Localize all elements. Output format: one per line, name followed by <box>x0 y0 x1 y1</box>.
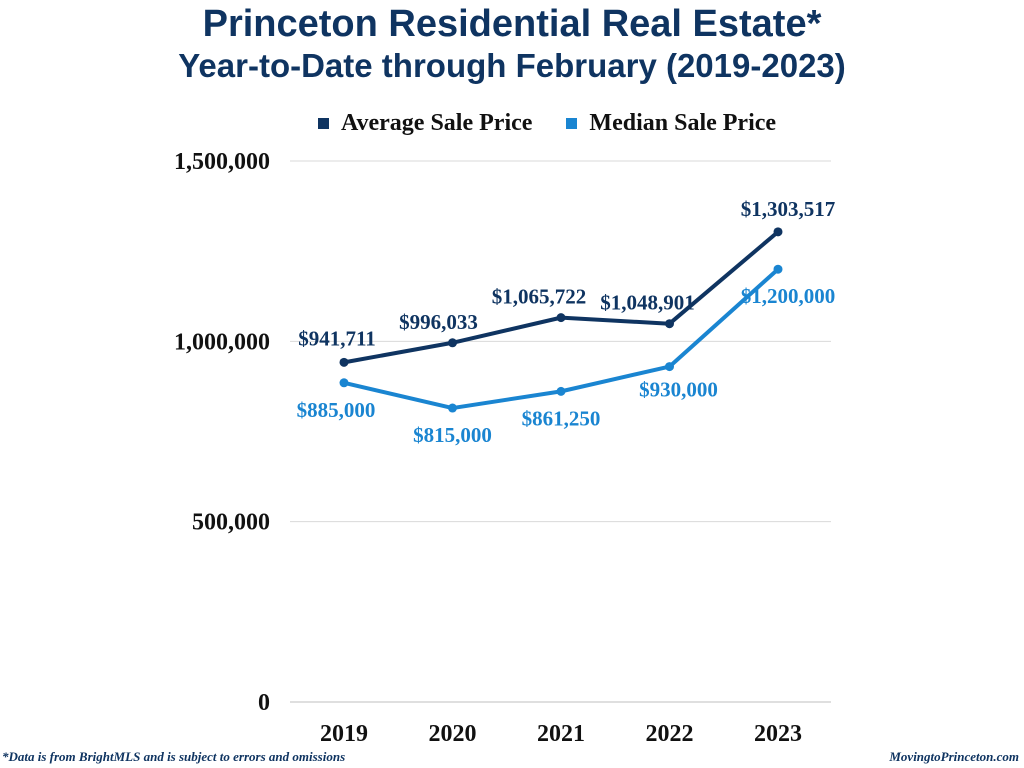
chart-title: Princeton Residential Real Estate* <box>202 3 822 45</box>
data-point <box>448 403 457 413</box>
data-label: $1,200,000 <box>741 284 836 308</box>
x-tick-label: 2022 <box>646 721 694 747</box>
data-label: $1,048,901 <box>600 291 695 315</box>
legend-label-median: Median Sale Price <box>589 110 777 136</box>
x-tick-label: 2019 <box>320 721 368 747</box>
data-label: $996,033 <box>399 310 478 334</box>
legend: Average Sale Price Median Sale Price <box>0 110 1024 137</box>
y-tick-label: 1,000,000 <box>174 329 270 355</box>
data-point <box>773 227 783 237</box>
data-labels: $941,711 $996,033 $1,065,722 $1,048,901 $1,3… <box>297 197 836 447</box>
data-label: $885,000 <box>297 398 376 422</box>
data-label: $1,303,517 <box>741 197 836 221</box>
y-tick-label: 1,500,000 <box>174 149 270 175</box>
data-point <box>448 338 457 348</box>
footnote: *Data is from BrightMLS and is subject t… <box>2 749 346 764</box>
data-label: $815,000 <box>413 423 492 447</box>
x-axis: 2019 2020 2021 2022 2023 <box>320 721 802 747</box>
y-tick-label: 0 <box>258 690 270 716</box>
gridlines <box>290 160 831 703</box>
x-tick-label: 2023 <box>754 721 802 747</box>
data-point <box>556 313 566 323</box>
legend-swatch-median <box>566 118 578 129</box>
x-tick-label: 2020 <box>429 721 477 747</box>
data-label: $861,250 <box>522 406 601 430</box>
series-lines <box>339 227 783 413</box>
x-tick-label: 2021 <box>537 721 585 747</box>
data-point <box>339 378 349 388</box>
data-point <box>665 362 674 372</box>
legend-swatch-average <box>317 118 329 129</box>
data-label: $941,711 <box>298 326 376 350</box>
data-point <box>339 357 349 367</box>
legend-item-median: Median Sale Price <box>566 110 776 137</box>
site-credit: MovingtoPrinceton.com <box>889 749 1019 764</box>
data-label: $930,000 <box>639 378 718 402</box>
chart-subtitle: Year-to-Date through February (2019-2023… <box>178 47 846 84</box>
legend-item-average: Average Sale Price <box>317 110 533 137</box>
y-axis: 0 500,000 1,000,000 1,500,000 <box>174 149 270 716</box>
data-point <box>773 264 783 274</box>
data-point <box>665 319 674 329</box>
data-point <box>556 386 566 396</box>
data-label: $1,065,722 <box>492 285 587 309</box>
legend-label-average: Average Sale Price <box>340 110 533 136</box>
y-tick-label: 500,000 <box>192 510 270 536</box>
